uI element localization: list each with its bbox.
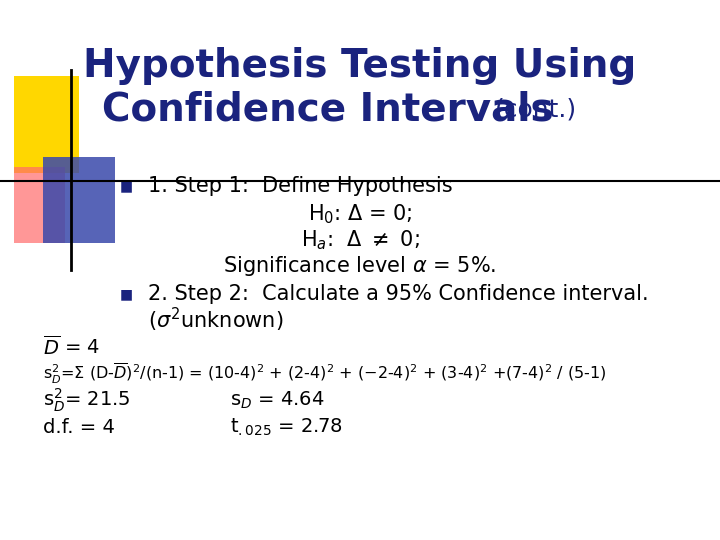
Text: H$_0$: $\Delta$ = 0;: H$_0$: $\Delta$ = 0; xyxy=(307,202,413,226)
Text: ($\sigma^2$unknown): ($\sigma^2$unknown) xyxy=(148,306,283,334)
Text: t$_{.025}$ = 2.78: t$_{.025}$ = 2.78 xyxy=(230,417,343,438)
Text: 2. Step 2:  Calculate a 95% Confidence interval.: 2. Step 2: Calculate a 95% Confidence in… xyxy=(148,284,648,305)
Text: ■: ■ xyxy=(120,179,132,193)
Text: s$^2_D$= 21.5: s$^2_D$= 21.5 xyxy=(43,387,131,414)
Text: $\overline{D}$ = 4: $\overline{D}$ = 4 xyxy=(43,335,100,359)
Text: (cont.): (cont.) xyxy=(495,97,577,121)
Text: 1. Step 1:  Define Hypothesis: 1. Step 1: Define Hypothesis xyxy=(148,176,452,197)
Text: d.f. = 4: d.f. = 4 xyxy=(43,418,115,437)
Text: Significance level $\alpha$ = 5%.: Significance level $\alpha$ = 5%. xyxy=(223,254,497,278)
Text: ■: ■ xyxy=(120,287,132,301)
Text: s$^2_D$=$\Sigma$ (D-$\overline{D}$)$^2$/(n-1) = $(10$-$4)^2$ + $(2$-$4)^2$ + $(-: s$^2_D$=$\Sigma$ (D-$\overline{D}$)$^2$/… xyxy=(43,361,607,386)
Text: H$_a$:  $\Delta$ $\neq$ 0;: H$_a$: $\Delta$ $\neq$ 0; xyxy=(300,228,420,252)
Text: s$_D$ = 4.64: s$_D$ = 4.64 xyxy=(230,390,325,411)
Text: Hypothesis Testing Using: Hypothesis Testing Using xyxy=(84,47,636,85)
Text: Confidence Intervals: Confidence Intervals xyxy=(102,90,554,128)
